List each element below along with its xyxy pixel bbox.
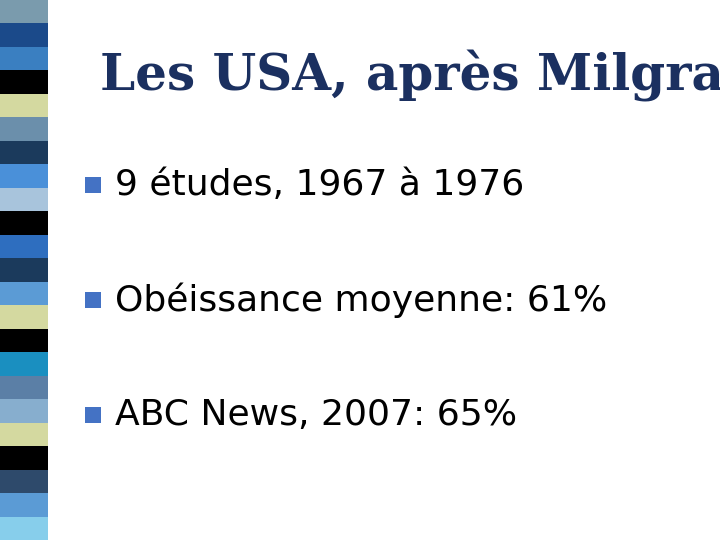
Bar — [85, 177, 101, 193]
Text: Les USA, après Milgram: Les USA, après Milgram — [100, 50, 720, 102]
Bar — [0, 399, 48, 423]
Bar — [85, 407, 101, 423]
Bar — [0, 47, 48, 70]
Bar — [0, 258, 48, 282]
Bar — [0, 23, 48, 47]
Bar — [85, 292, 101, 308]
Bar — [0, 117, 48, 141]
Bar — [0, 0, 48, 23]
Text: Obéissance moyenne: 61%: Obéissance moyenne: 61% — [115, 282, 607, 318]
Bar — [0, 329, 48, 352]
Bar — [0, 141, 48, 164]
Bar — [0, 493, 48, 517]
Bar — [0, 211, 48, 235]
Bar — [0, 376, 48, 399]
Bar — [0, 305, 48, 329]
Bar — [0, 70, 48, 94]
Text: ABC News, 2007: 65%: ABC News, 2007: 65% — [115, 398, 517, 432]
Bar — [0, 235, 48, 258]
Bar — [0, 188, 48, 211]
Bar — [0, 94, 48, 117]
Bar — [0, 423, 48, 446]
Bar — [0, 352, 48, 376]
Bar — [0, 282, 48, 305]
Text: 9 études, 1967 à 1976: 9 études, 1967 à 1976 — [115, 168, 524, 202]
Bar — [0, 470, 48, 493]
Bar — [0, 446, 48, 470]
Bar — [0, 517, 48, 540]
Bar — [0, 164, 48, 188]
